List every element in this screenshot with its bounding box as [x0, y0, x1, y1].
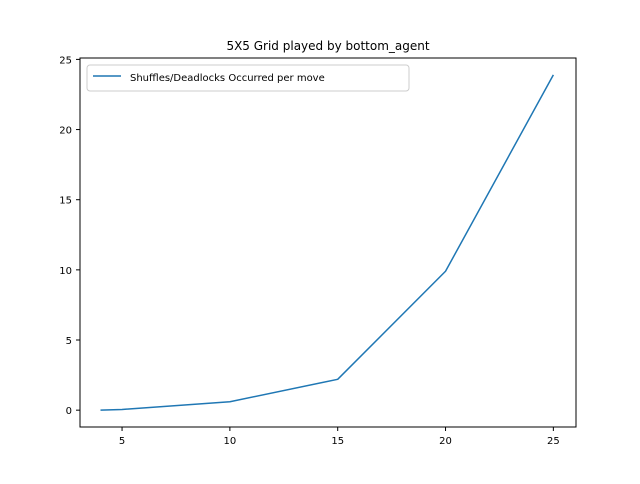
x-tick-label: 10 — [224, 436, 237, 447]
legend-label: Shuffles/Deadlocks Occurred per move — [130, 73, 325, 84]
x-tick-label: 25 — [547, 436, 560, 447]
x-axis: 5 10 15 20 25 — [119, 427, 560, 447]
series-layer — [100, 74, 555, 411]
x-tick-label: 5 — [119, 436, 125, 447]
y-tick-label: 15 — [59, 196, 72, 207]
plot-area: 5 10 15 20 25 0 5 10 15 20 25 — [59, 55, 577, 447]
y-tick-label: 20 — [59, 126, 72, 137]
legend-box — [86, 64, 410, 92]
axes-frame — [79, 57, 577, 428]
chart-title: 5X5 Grid played by bottom_agent — [226, 39, 429, 53]
series-line — [100, 74, 555, 411]
legend: Shuffles/Deadlocks Occurred per move — [86, 64, 410, 92]
y-tick-label: 5 — [66, 336, 72, 347]
y-axis: 0 5 10 15 20 25 — [59, 55, 80, 417]
x-tick-label: 20 — [439, 436, 452, 447]
x-tick-label: 15 — [331, 436, 344, 447]
y-tick-label: 25 — [59, 55, 72, 66]
y-tick-label: 0 — [66, 406, 72, 417]
y-tick-label: 10 — [59, 266, 72, 277]
